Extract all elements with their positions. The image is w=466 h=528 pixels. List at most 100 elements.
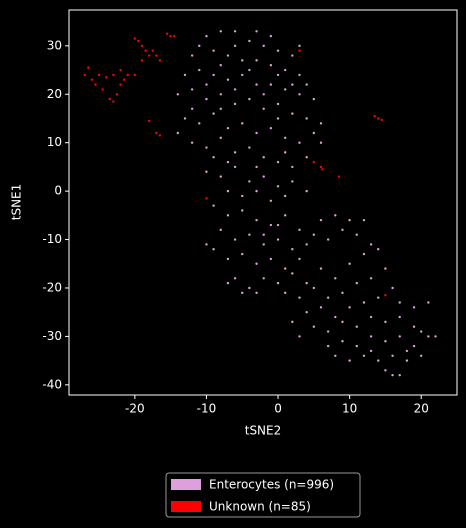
point xyxy=(262,233,265,236)
point xyxy=(373,114,376,118)
legend-swatch xyxy=(171,501,201,512)
point xyxy=(190,107,194,110)
x-axis-label: tSNE2 xyxy=(245,424,282,438)
point xyxy=(355,281,358,285)
point xyxy=(312,131,316,135)
point xyxy=(158,59,162,62)
point xyxy=(87,66,90,69)
point xyxy=(158,134,162,137)
point xyxy=(241,73,244,77)
point xyxy=(255,30,258,33)
point xyxy=(305,117,308,120)
point xyxy=(298,141,301,144)
point xyxy=(219,107,222,110)
y-tick-label: 0 xyxy=(54,184,62,198)
point xyxy=(298,228,301,232)
point xyxy=(326,344,330,348)
point xyxy=(348,306,351,309)
point xyxy=(283,136,287,140)
point xyxy=(369,349,373,353)
point xyxy=(198,122,201,125)
point xyxy=(241,209,244,212)
point xyxy=(369,243,373,246)
point xyxy=(219,64,222,67)
point xyxy=(276,185,280,188)
point xyxy=(369,277,373,280)
point xyxy=(255,59,258,62)
point xyxy=(305,189,308,193)
point xyxy=(219,136,222,140)
point xyxy=(341,228,344,232)
point xyxy=(155,131,158,135)
point xyxy=(276,160,280,164)
point xyxy=(112,73,115,77)
point xyxy=(348,218,351,222)
point xyxy=(198,68,201,72)
point xyxy=(305,243,308,246)
y-tick-label: -20 xyxy=(42,280,62,294)
plot-frame xyxy=(68,9,458,396)
y-tick-label: -10 xyxy=(42,232,62,246)
point xyxy=(255,262,258,265)
point xyxy=(412,306,416,309)
point xyxy=(334,277,337,280)
x-tick-label: -10 xyxy=(197,402,217,416)
point xyxy=(269,83,273,86)
point xyxy=(262,44,265,48)
point xyxy=(398,315,401,319)
point xyxy=(298,93,301,96)
point xyxy=(147,54,151,57)
point xyxy=(276,223,280,227)
legend-label: Enterocytes (n=996) xyxy=(209,478,334,492)
point xyxy=(405,359,409,362)
point xyxy=(362,301,366,304)
point xyxy=(312,325,316,328)
point xyxy=(427,335,430,338)
point xyxy=(269,126,273,130)
point xyxy=(190,54,194,57)
point xyxy=(276,117,280,120)
point xyxy=(169,34,172,38)
point xyxy=(391,354,394,357)
point xyxy=(348,359,351,362)
point xyxy=(219,228,222,232)
point xyxy=(276,49,280,52)
point xyxy=(283,291,287,295)
point xyxy=(298,335,301,338)
point xyxy=(133,37,137,40)
point xyxy=(183,117,187,120)
point xyxy=(384,340,387,343)
point xyxy=(420,354,423,357)
point xyxy=(137,39,140,43)
point xyxy=(319,122,323,125)
point xyxy=(233,88,237,91)
point xyxy=(276,281,280,285)
point xyxy=(355,344,358,348)
point xyxy=(305,83,308,86)
point xyxy=(283,151,287,154)
point xyxy=(226,78,230,81)
point xyxy=(248,146,251,149)
point xyxy=(155,54,158,57)
point xyxy=(205,243,208,246)
point xyxy=(212,49,215,52)
point xyxy=(262,107,265,110)
point xyxy=(262,156,265,159)
point xyxy=(312,233,316,236)
point xyxy=(384,369,387,372)
point xyxy=(94,83,97,86)
point xyxy=(241,59,244,62)
point xyxy=(377,359,380,362)
legend-swatch xyxy=(171,479,201,490)
point xyxy=(226,281,230,285)
point xyxy=(319,218,323,222)
point xyxy=(398,335,401,338)
point xyxy=(427,301,430,304)
point xyxy=(248,180,251,183)
point xyxy=(380,118,384,122)
point xyxy=(377,117,380,120)
point xyxy=(233,238,237,241)
point xyxy=(183,73,187,77)
point xyxy=(391,286,394,290)
point xyxy=(405,349,409,353)
